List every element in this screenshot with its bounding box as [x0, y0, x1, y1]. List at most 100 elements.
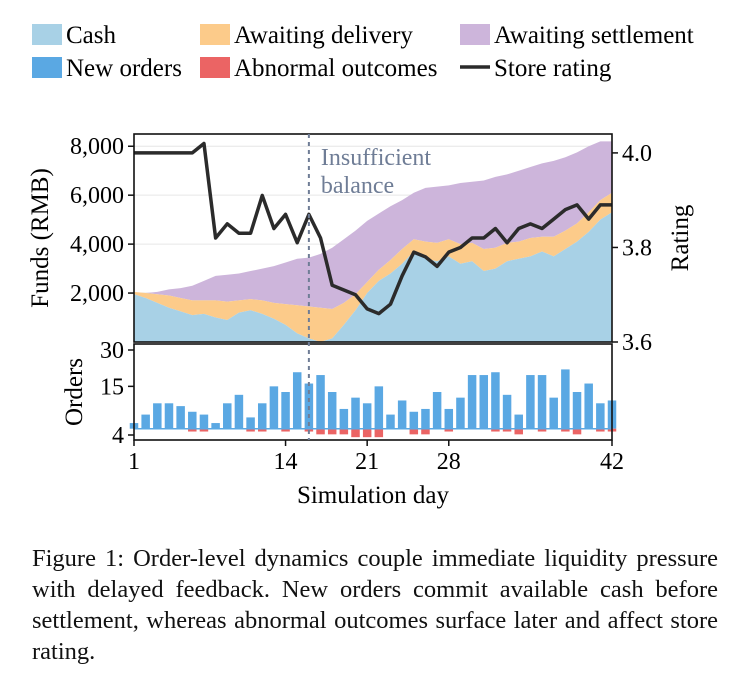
bar-new-orders — [421, 408, 430, 429]
y-tick-label: 2,000 — [70, 281, 124, 307]
bar-new-orders — [292, 372, 302, 429]
legend-label-store-rating: Store rating — [494, 55, 612, 82]
bar-new-orders — [269, 386, 279, 429]
bar-new-orders — [211, 423, 220, 429]
bar-abnormal-outcomes — [409, 428, 419, 435]
bar-new-orders — [141, 414, 150, 429]
x-tick-label: 28 — [437, 449, 461, 475]
bar-new-orders — [409, 411, 419, 429]
x-tick-label: 21 — [355, 449, 379, 475]
legend-swatch-cash — [32, 24, 62, 45]
bar-abnormal-outcomes — [281, 428, 290, 432]
bar-new-orders — [596, 403, 605, 429]
bar-abnormal-outcomes — [537, 428, 547, 432]
bar-new-orders — [584, 383, 593, 429]
bar-abnormal-outcomes — [561, 428, 570, 432]
bar-new-orders — [257, 403, 267, 429]
bar-new-orders — [223, 403, 232, 429]
bar-new-orders — [386, 414, 395, 429]
legend-swatch-awaiting-settlement — [460, 24, 490, 45]
bar-abnormal-outcomes — [514, 428, 523, 435]
bar-abnormal-outcomes — [502, 428, 512, 432]
bar-new-orders — [514, 414, 523, 429]
bar-new-orders — [339, 408, 349, 429]
bar-new-orders — [561, 369, 570, 429]
legend-swatch-new-orders — [32, 57, 62, 78]
bar-abnormal-outcomes — [421, 428, 430, 435]
bar-new-orders — [444, 408, 454, 429]
legend-label-awaiting-delivery: Awaiting delivery — [234, 22, 413, 49]
y-tick-label: 6,000 — [70, 183, 124, 209]
bar-abnormal-outcomes — [351, 428, 360, 438]
bar-abnormal-outcomes — [246, 428, 255, 432]
bar-abnormal-outcomes — [188, 428, 197, 432]
y2-axis-label: Rating — [667, 204, 694, 271]
area-awaiting-settlement — [134, 141, 612, 309]
bar-abnormal-outcomes — [362, 428, 372, 438]
area-awaiting-delivery — [134, 192, 612, 342]
y-tick-label: 8,000 — [70, 134, 124, 160]
bar-abnormal-outcomes — [444, 428, 454, 432]
bar-new-orders — [351, 397, 360, 429]
bar-abnormal-outcomes — [199, 428, 209, 432]
bar-new-orders — [549, 397, 558, 429]
y2-tick-label: 3.6 — [622, 330, 652, 356]
x-axis-label: Simulation day — [297, 482, 450, 509]
y-tick-label: 4,000 — [70, 232, 124, 258]
bar-abnormal-outcomes — [491, 428, 500, 432]
bar-new-orders — [188, 411, 197, 429]
legend-swatch-abnormal-outcomes — [200, 57, 230, 78]
bar-new-orders — [479, 375, 489, 429]
bar-new-orders — [432, 392, 442, 429]
bar-new-orders — [176, 406, 185, 429]
funds-axes-frame — [133, 133, 613, 343]
bar-abnormal-outcomes — [257, 428, 267, 432]
orders-y-tick-label: 30 — [100, 338, 124, 364]
legend-swatch-awaiting-delivery — [200, 24, 230, 45]
y-axis-label: Funds (RMB) — [27, 168, 54, 308]
x-tick-label: 42 — [600, 449, 624, 475]
legend-label-new-orders: New orders — [66, 55, 182, 82]
orders-y-axis-label: Orders — [61, 358, 88, 426]
x-tick-label: 14 — [274, 449, 298, 475]
bar-new-orders — [526, 375, 535, 429]
orders-y-tick-label: 4 — [112, 423, 124, 449]
bar-abnormal-outcomes — [572, 428, 582, 435]
bar-new-orders — [374, 386, 384, 429]
bar-new-orders — [456, 397, 465, 429]
legend-label-awaiting-settlement: Awaiting settlement — [494, 22, 694, 49]
bar-new-orders — [491, 372, 500, 429]
legend-label-abnormal-outcomes: Abnormal outcomes — [234, 55, 437, 82]
x-tick-label: 1 — [128, 449, 140, 475]
orders-y-tick-label: 15 — [100, 374, 124, 400]
bar-new-orders — [467, 375, 477, 429]
y2-tick-label: 4.0 — [622, 141, 652, 167]
bar-new-orders — [316, 375, 325, 429]
bar-new-orders — [153, 403, 162, 429]
bar-abnormal-outcomes — [316, 428, 325, 435]
bar-new-orders — [281, 392, 290, 429]
annotation-text: Insufficient — [321, 145, 432, 171]
y2-tick-label: 3.8 — [622, 235, 652, 261]
orders-panel: 4 15 30 Orders 1 14 21 28 42 Simulation day — [61, 338, 624, 509]
bar-new-orders — [164, 403, 174, 429]
bar-abnormal-outcomes — [596, 428, 605, 432]
bar-new-orders — [327, 392, 337, 429]
line-store-rating — [134, 141, 612, 316]
legend-label-cash: Cash — [66, 22, 117, 49]
area-cash — [134, 212, 612, 342]
bar-new-orders — [234, 394, 244, 429]
bar-abnormal-outcomes — [327, 428, 337, 435]
bar-new-orders — [199, 414, 209, 429]
annotation-text: balance — [321, 173, 394, 199]
bar-abnormal-outcomes — [339, 428, 349, 435]
bar-abnormal-outcomes — [374, 428, 384, 438]
bar-new-orders — [362, 403, 372, 429]
bar-new-orders — [397, 400, 407, 429]
orders-axes-frame — [133, 343, 613, 441]
bar-new-orders — [537, 375, 547, 429]
figure-caption: Figure 1: Order-level dynamics couple im… — [32, 545, 718, 665]
legend: Cash Awaiting delivery Awaiting settleme… — [32, 22, 694, 82]
bar-new-orders — [572, 392, 582, 429]
